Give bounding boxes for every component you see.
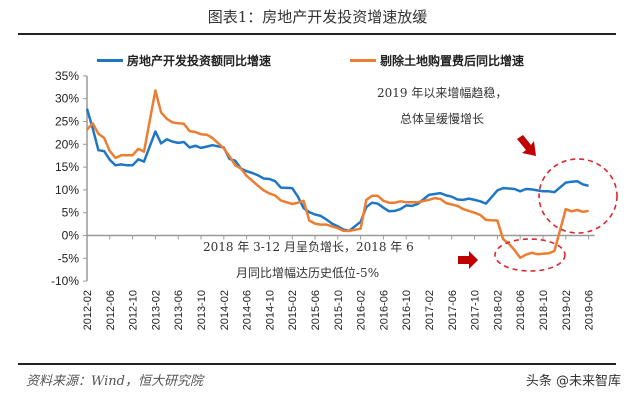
legend-swatch-orange: [350, 59, 376, 62]
annotation-bottom-line2: 月同比增幅达历史低位-5%: [236, 266, 380, 280]
y-tick-label: -10%: [51, 274, 79, 288]
x-tick-label: 2018-06: [515, 290, 527, 330]
series-line-ex-land: [86, 89, 589, 260]
legend-label-blue: 房地产开发投资额同比增速: [127, 54, 272, 68]
title-divider: [18, 33, 616, 35]
x-tick-label: 2012-02: [82, 290, 94, 330]
x-tick-label: 2015-06: [310, 290, 322, 330]
highlight-circle-2018: [494, 238, 566, 272]
x-tick-label: 2017-02: [424, 290, 436, 330]
annotation-top-line1: 2019 年以来增幅趋稳，: [377, 86, 508, 100]
x-tick-label: 2013-02: [150, 290, 162, 330]
x-tick-label: 2016-10: [401, 290, 413, 330]
y-tick-label: 5%: [62, 206, 80, 220]
annotation-bottom-line1: 2018 年 3-12 月呈负增长，2018 年 6: [203, 240, 414, 254]
x-tick-label: 2014-10: [264, 290, 276, 330]
x-tick-label: 2018-10: [538, 290, 550, 330]
series-line-total: [85, 108, 589, 233]
y-tick-label: 35%: [55, 69, 79, 83]
legend-item-orange: 剔除土地购置费后同比增速: [350, 52, 524, 69]
x-tick-label: 2017-06: [447, 290, 459, 330]
y-tick-label: 10%: [55, 183, 79, 197]
annotation-top-line2: 总体呈缓慢增长: [400, 112, 485, 126]
highlight-circle-2019: [538, 158, 618, 234]
x-tick-label: 2019-02: [561, 290, 573, 330]
x-tick-label: 2012-10: [128, 290, 140, 330]
legend-swatch-blue: [97, 59, 123, 62]
y-tick-label: 15%: [55, 160, 79, 174]
x-tick-label: 2015-02: [287, 290, 299, 330]
legend-item-blue: 房地产开发投资额同比增速: [97, 52, 271, 69]
watermark: 头条 @未来智库: [525, 374, 621, 389]
source-note: 资料来源：Wind，恒大研究院: [26, 374, 203, 389]
x-tick-label: 2012-06: [105, 290, 117, 330]
x-tick-label: 2017-10: [470, 290, 482, 330]
legend-label-orange: 剔除土地购置费后同比增速: [380, 54, 525, 68]
arrow-down-right-icon: [517, 135, 536, 156]
x-tick-label: 2013-06: [173, 290, 185, 330]
footer-divider: [18, 363, 616, 365]
arrow-right-icon: [458, 251, 478, 269]
y-tick-label: 20%: [55, 137, 79, 151]
x-tick-label: 2016-06: [378, 290, 390, 330]
x-tick-label: 2014-02: [219, 290, 231, 330]
y-tick-label: 30%: [55, 92, 79, 106]
x-tick-label: 2016-02: [356, 290, 368, 330]
chart-title: 图表1：房地产开发投资增速放缓: [207, 8, 428, 26]
y-tick-label: 25%: [55, 115, 79, 129]
x-tick-label: 2019-06: [584, 290, 596, 330]
x-tick-label: 2013-10: [196, 290, 208, 330]
x-tick-label: 2015-10: [333, 290, 345, 330]
y-tick-label: 0%: [62, 229, 80, 243]
x-tick-label: 2014-06: [242, 290, 254, 330]
x-tick-label: 2018-02: [492, 290, 504, 330]
y-tick-label: -5%: [58, 251, 80, 265]
